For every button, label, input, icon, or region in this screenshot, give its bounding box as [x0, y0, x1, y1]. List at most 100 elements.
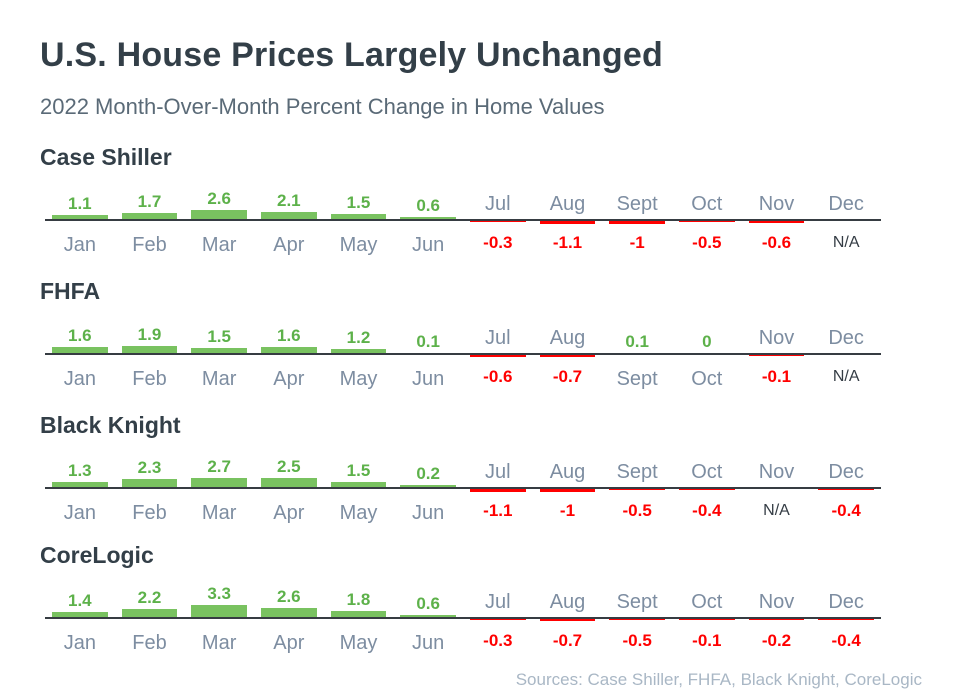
- month-label: Jan: [63, 502, 96, 524]
- month-cell-mar: 1.5 Mar: [184, 310, 254, 402]
- month-label: Jul: [485, 591, 511, 613]
- value-label-positive: 2.2: [137, 588, 162, 608]
- month-cell-dec: Dec -0.4: [811, 444, 881, 536]
- month-cell-may: 1.8 May: [324, 574, 394, 666]
- bar-row-corelogic: 1.4 Jan 2.2 Feb 3.3 Mar 2.6 Apr 1.8 May 0.6 Jun Jul -…: [45, 574, 881, 666]
- month-label: Apr: [273, 632, 305, 654]
- value-label-negative: -0.7: [552, 367, 583, 386]
- month-label: Feb: [132, 502, 167, 524]
- positive-bar: [121, 213, 178, 219]
- negative-bar: [748, 354, 805, 357]
- value-label-positive: 2.1: [277, 190, 301, 210]
- month-label: Nov: [758, 461, 795, 483]
- value-label-na: N/A: [832, 234, 860, 251]
- section-title-black-knight: Black Knight: [40, 412, 181, 438]
- value-label-negative: -0.1: [692, 631, 722, 650]
- value-label-positive: 1.6: [277, 326, 301, 346]
- value-label-positive: 1.4: [68, 591, 92, 611]
- value-label-negative: -1.1: [483, 501, 513, 520]
- month-cell-may: 1.5 May: [324, 444, 394, 536]
- value-label-positive: 0.1: [416, 332, 440, 351]
- month-label: Sept: [616, 591, 658, 613]
- axis-baseline: [45, 353, 881, 355]
- value-label-positive: 0: [702, 332, 712, 351]
- month-cell-aug: Aug -0.7: [533, 574, 603, 666]
- month-label: Apr: [273, 502, 305, 524]
- axis-baseline: [45, 487, 881, 489]
- negative-bar: [748, 618, 805, 621]
- month-cell-jun: 0.6 Jun: [393, 176, 463, 268]
- month-cell-oct: 0 Oct: [672, 310, 742, 402]
- value-label-positive: 2.6: [207, 188, 231, 208]
- month-cell-apr: 2.1 Apr: [254, 176, 324, 268]
- month-cell-feb: 1.9 Feb: [115, 310, 185, 402]
- section-title-case-shiller: Case Shiller: [40, 144, 172, 170]
- month-label: Jan: [63, 632, 96, 654]
- page-subtitle: 2022 Month-Over-Month Percent Change in …: [40, 94, 605, 119]
- month-label: Jun: [412, 368, 445, 390]
- value-label-na: N/A: [763, 502, 790, 519]
- positive-bar: [330, 213, 387, 219]
- month-label: Oct: [691, 193, 723, 215]
- page-title: U.S. House Prices Largely Unchanged: [40, 36, 663, 74]
- month-cell-aug: Aug -1.1: [533, 176, 603, 268]
- month-cell-dec: Dec N/A: [811, 176, 881, 268]
- positive-bar: [260, 211, 317, 219]
- month-cell-jan: 1.4 Jan: [45, 574, 115, 666]
- positive-bar: [260, 347, 317, 353]
- negative-bar: [539, 618, 596, 622]
- positive-bar: [121, 346, 178, 353]
- month-cell-oct: Oct -0.4: [672, 444, 742, 536]
- positive-bar: [400, 614, 456, 617]
- section-case-shiller: Case Shiller 1.1 Jan 1.7 Feb 2.6 Mar 2.1 Apr 1.5 M…: [0, 140, 960, 272]
- bar-row-case-shiller: 1.1 Jan 1.7 Feb 2.6 Mar 2.1 Apr 1.5 May 0.6 Jun Jul -…: [45, 176, 881, 268]
- negative-bar: [469, 618, 526, 621]
- value-label-na: N/A: [832, 368, 860, 385]
- month-label: Jul: [485, 193, 511, 215]
- positive-bar: [51, 347, 108, 353]
- month-label: Mar: [201, 368, 237, 390]
- value-label-positive: 2.7: [207, 456, 231, 476]
- value-label-positive: 1.5: [346, 192, 371, 212]
- month-label: Aug: [549, 461, 586, 483]
- month-cell-mar: 2.7 Mar: [184, 444, 254, 536]
- negative-bar: [539, 354, 596, 358]
- month-label: Oct: [691, 591, 723, 613]
- month-label: Apr: [273, 368, 305, 390]
- month-label: Dec: [828, 327, 864, 349]
- value-label-positive: 2.3: [137, 457, 162, 477]
- value-label-positive: 1.5: [207, 326, 231, 346]
- month-label: Jun: [412, 234, 445, 256]
- positive-bar: [260, 607, 317, 617]
- negative-bar: [539, 220, 596, 225]
- value-label-negative: -0.7: [552, 631, 583, 650]
- value-label-negative: -0.4: [831, 501, 861, 520]
- month-label: Oct: [691, 368, 723, 390]
- negative-bar: [469, 488, 526, 493]
- month-label: Sept: [616, 193, 658, 215]
- value-label-positive: 1.1: [68, 194, 92, 214]
- month-cell-dec: Dec -0.4: [811, 574, 881, 666]
- month-label: Aug: [549, 193, 586, 215]
- negative-bar: [818, 618, 874, 621]
- section-fhfa: FHFA 1.6 Jan 1.9 Feb 1.5 Mar 1.6 Apr 1.2 May 0.1 Jun…: [0, 274, 960, 406]
- value-label-positive: 0.6: [416, 195, 440, 215]
- value-label-positive: 1.9: [137, 325, 162, 345]
- value-label-positive: 1.3: [68, 461, 92, 481]
- sources-footnote: Sources: Case Shiller, FHFA, Black Knigh…: [515, 670, 922, 689]
- month-label: Aug: [549, 591, 586, 613]
- month-label: Jul: [485, 327, 511, 349]
- month-label: Dec: [828, 591, 864, 613]
- positive-bar: [191, 477, 247, 487]
- positive-bar: [121, 609, 178, 617]
- month-label: Apr: [273, 234, 305, 256]
- month-cell-feb: 1.7 Feb: [115, 176, 185, 268]
- month-cell-sept: 0.1 Sept: [602, 310, 672, 402]
- positive-bar: [51, 482, 108, 487]
- positive-bar: [191, 209, 247, 219]
- value-label-negative: -0.1: [761, 367, 792, 386]
- month-cell-feb: 2.3 Feb: [115, 444, 185, 536]
- month-label: Oct: [691, 461, 723, 483]
- value-label-positive: 0.1: [625, 332, 649, 351]
